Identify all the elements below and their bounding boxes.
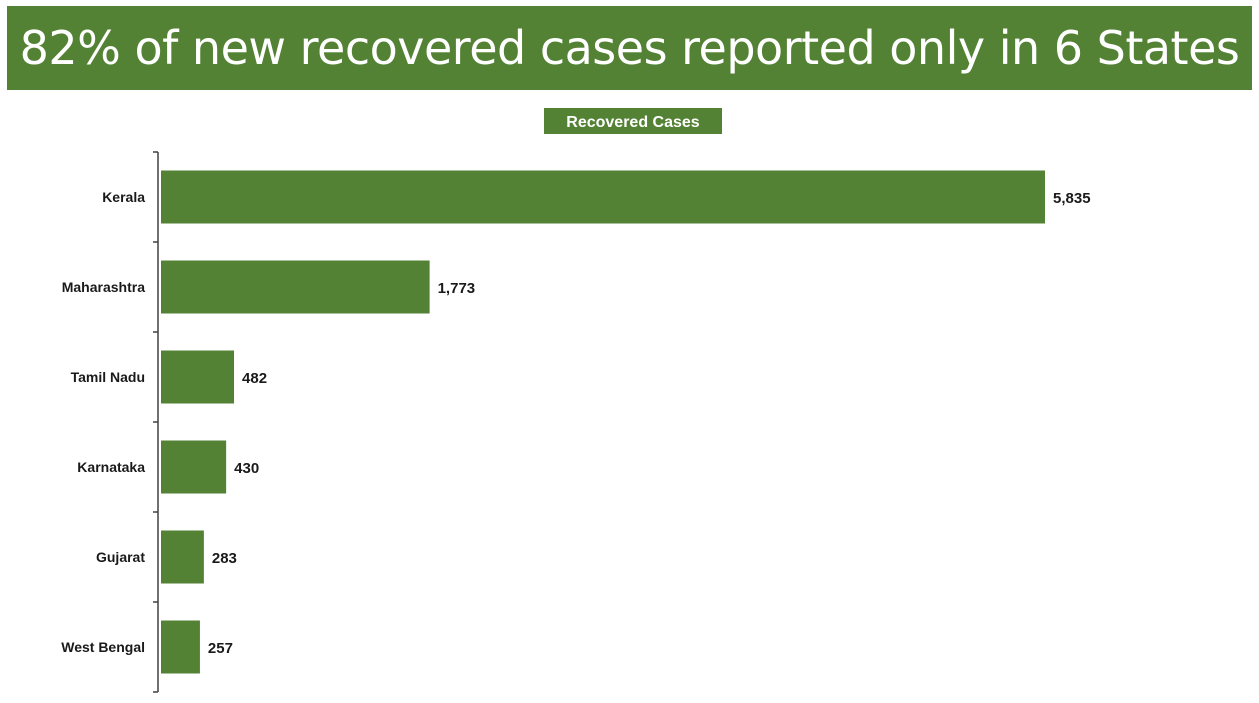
title-banner: 82% of new recovered cases reported only… <box>7 6 1252 90</box>
legend-label: Recovered Cases <box>566 114 700 131</box>
category-label: Gujarat <box>96 549 145 565</box>
legend-box <box>544 108 722 134</box>
data-label: 482 <box>242 370 267 387</box>
bar-gujarat <box>161 530 204 584</box>
data-label: 283 <box>212 550 237 567</box>
bar-karnataka <box>161 440 227 494</box>
page-title: 82% of new recovered cases reported only… <box>19 21 1240 75</box>
data-label: 5,835 <box>1053 190 1091 207</box>
category-label: Tamil Nadu <box>71 369 145 385</box>
category-label: Maharashtra <box>62 279 145 295</box>
data-label: 257 <box>208 640 233 657</box>
bar-west-bengal <box>161 620 200 674</box>
category-label: Karnataka <box>77 459 145 475</box>
data-label: 1,773 <box>438 280 476 297</box>
bar-kerala <box>161 170 1045 224</box>
bar-maharashtra <box>161 260 430 314</box>
bar-tamil-nadu <box>161 350 235 404</box>
category-label: Kerala <box>102 189 145 205</box>
category-label: West Bengal <box>61 639 145 655</box>
data-label: 430 <box>234 460 259 477</box>
